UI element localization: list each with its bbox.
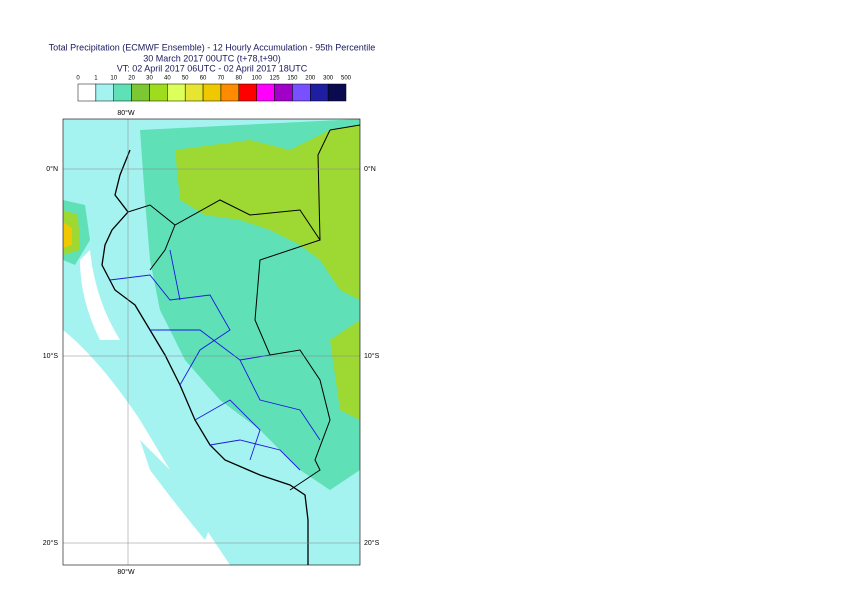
colorbar-box (256, 83, 275, 102)
colorbar-label: 0 (76, 76, 80, 82)
colorbar-box (220, 83, 240, 102)
colorbar-label: 80 (235, 76, 242, 82)
map (63, 119, 360, 565)
dry-areas (63, 250, 230, 565)
colorbar-label: 500 (341, 76, 352, 82)
lon-label: 80°W (117, 109, 135, 117)
colorbar-label: 1 (94, 76, 98, 82)
colorbar-label: 200 (305, 76, 316, 82)
lat-label: 10°S (364, 352, 380, 360)
colorbar-box (274, 83, 293, 102)
lon-label: 80°W (117, 568, 135, 576)
colorbar-box (292, 83, 311, 102)
colorbar-label: 10 (110, 76, 117, 82)
colorbar-label: 50 (182, 76, 189, 82)
colorbar-box (310, 83, 329, 102)
lat-label: 20°S (43, 539, 59, 547)
colorbar-box (131, 83, 150, 102)
colorbar-label: 150 (287, 76, 298, 82)
map-frame (62, 118, 361, 566)
colorbar-label: 125 (270, 76, 281, 82)
subtitle: 30 March 2017 00UTC (t+78,t+90) (143, 53, 281, 63)
colorbar-label: 60 (200, 76, 207, 82)
region-borders (109, 249, 321, 471)
colorbar-label: 40 (164, 76, 171, 82)
colorbar-box (149, 83, 168, 102)
colorbar-box (167, 83, 186, 102)
colorbar-label: 100 (252, 76, 263, 82)
lat-label: 0°N (46, 165, 58, 173)
borders (127, 124, 360, 491)
colorbar-box (113, 83, 132, 102)
colorbar-box (77, 83, 97, 102)
valid-time: VT: 02 April 2017 06UTC - 02 April 2017 … (117, 63, 308, 73)
heavy-area (63, 222, 72, 248)
colorbar-label: 300 (323, 76, 334, 82)
lat-label: 10°S (43, 352, 59, 360)
lat-label: 20°S (364, 539, 380, 547)
graticule (63, 119, 360, 565)
colorbar: 0 1 10 20 30 40 50 60 70 80 100 125 150 200 300 500 (76, 76, 352, 102)
colorbar-box (202, 83, 222, 102)
lat-label: 0°N (364, 165, 376, 173)
colorbar-box (95, 83, 114, 102)
colorbar-box (238, 83, 257, 102)
colorbar-label: 30 (146, 76, 153, 82)
coastline (101, 149, 309, 565)
colorbar-label: 20 (128, 76, 135, 82)
colorbar-label: 70 (218, 76, 225, 82)
colorbar-box (184, 83, 204, 102)
title: Total Precipitation (ECMWF Ensemble) - 1… (49, 42, 376, 52)
colorbar-box (327, 83, 347, 102)
